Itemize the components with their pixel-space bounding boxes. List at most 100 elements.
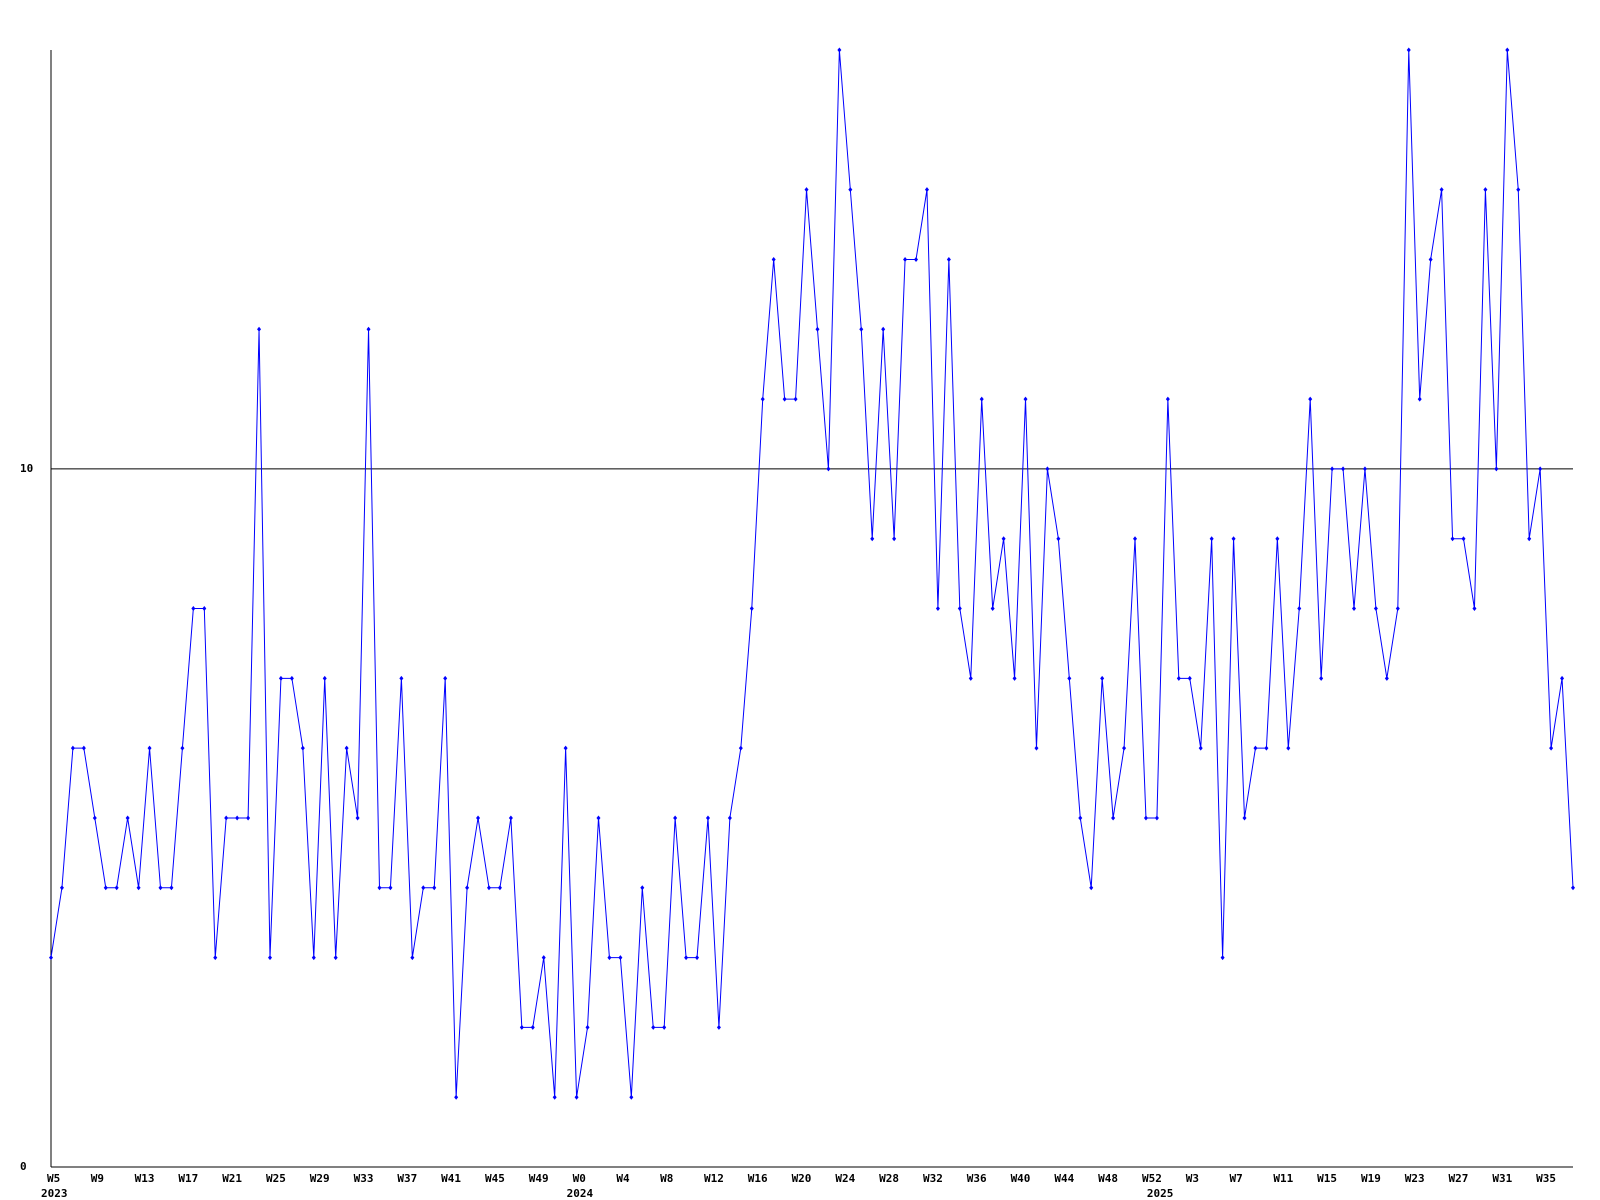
marker [1089,885,1094,891]
x-tick-label: W37 [397,1172,417,1185]
marker [793,396,798,402]
x-tick-label: W15 [1317,1172,1337,1185]
marker [1527,536,1532,542]
marker [979,396,984,402]
marker [1417,396,1422,402]
marker [1143,815,1148,821]
marker [1034,745,1039,751]
x-tick-label: W24 [835,1172,855,1185]
marker [1384,675,1389,681]
marker [1538,466,1543,472]
marker [804,187,809,193]
marker [1472,606,1477,611]
marker [486,885,491,891]
x-tick-label: W13 [135,1172,155,1185]
marker [1319,675,1324,681]
x-tick-label: W21 [222,1172,242,1185]
marker [454,1094,459,1100]
marker [311,955,316,961]
marker [1220,955,1225,961]
marker [246,815,251,821]
marker [585,1024,590,1030]
marker [1286,745,1291,751]
x-tick-label: W19 [1361,1172,1381,1185]
marker [1450,536,1455,542]
marker [224,815,229,821]
marker [1133,536,1138,542]
x-tick-label: W11 [1273,1172,1293,1185]
marker [180,745,185,751]
marker [1122,745,1127,751]
marker [497,885,502,891]
marker [1067,675,1072,681]
marker [1406,47,1411,53]
marker [355,815,360,821]
marker [1330,466,1335,472]
marker [552,1094,557,1100]
marker [49,955,53,961]
x-tick-label: W41 [441,1172,461,1185]
marker [859,326,864,332]
marker [1242,815,1247,821]
marker [881,326,886,332]
marker [147,745,152,751]
marker [870,536,875,542]
year-label: 2024 [567,1187,594,1200]
marker [760,396,765,402]
marker [1023,396,1028,402]
x-tick-label: W48 [1098,1172,1118,1185]
marker [1056,536,1061,542]
x-tick-label: W12 [704,1172,724,1185]
marker [1231,536,1236,542]
marker [1165,396,1170,402]
marker [1198,745,1203,751]
marker [541,955,546,961]
marker [1560,675,1565,681]
marker [1078,815,1083,821]
x-tick-label: W4 [616,1172,630,1185]
x-tick-label: W3 [1186,1172,1199,1185]
x-tick-label: W7 [1230,1172,1243,1185]
marker [1253,745,1258,751]
x-tick-label: W44 [1054,1172,1074,1185]
marker [1154,815,1159,821]
x-tick-label: W27 [1449,1172,1469,1185]
y-tick-label: 10 [20,462,33,475]
marker [169,885,174,891]
marker [695,955,700,961]
marker [136,885,141,891]
x-tick-label: W5 [47,1172,60,1185]
x-tick-label: W35 [1536,1172,1556,1185]
marker [1505,47,1510,53]
marker [322,675,327,681]
marker [235,815,240,821]
marker [1549,745,1554,751]
x-tick-label: W8 [660,1172,673,1185]
marker [1001,536,1006,542]
marker [59,885,64,891]
marker [848,187,853,193]
marker [443,675,448,681]
marker [662,1024,667,1030]
x-tick-label: W36 [967,1172,987,1185]
marker [957,606,962,611]
marker [651,1024,656,1030]
marker [574,1094,579,1100]
marker [607,955,612,961]
marker [1341,466,1346,472]
marker [388,885,393,891]
marker [782,396,787,402]
marker [640,885,645,891]
marker [1373,606,1378,611]
x-tick-label: W31 [1492,1172,1512,1185]
marker [410,955,415,961]
marker [1176,675,1181,681]
marker [629,1094,634,1100]
x-tick-label: W9 [91,1172,104,1185]
x-tick-label: W33 [354,1172,374,1185]
marker [289,675,294,681]
marker [596,815,601,821]
marker [366,326,371,332]
